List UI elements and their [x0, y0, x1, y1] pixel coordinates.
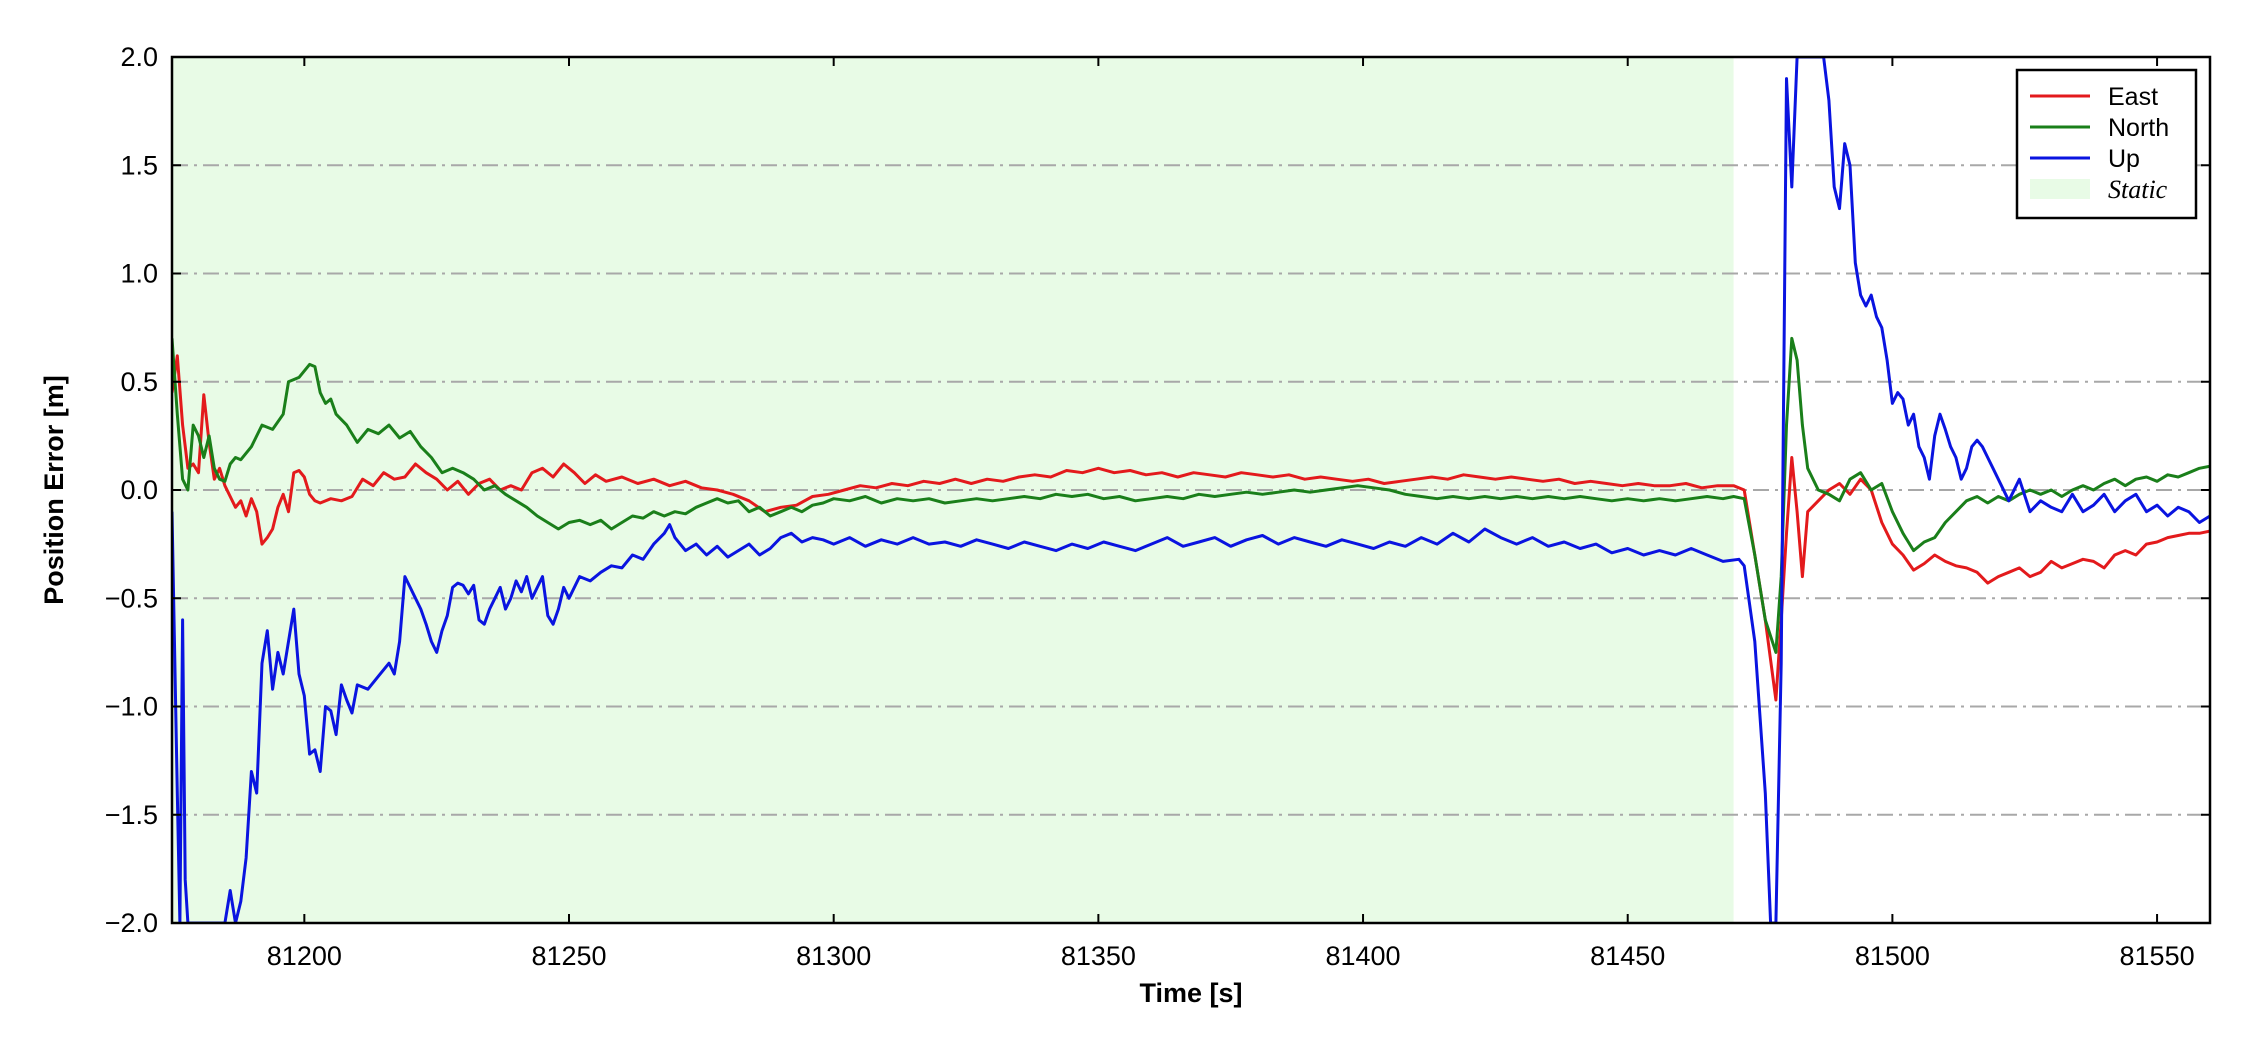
x-tick-label: 81350 [1061, 941, 1136, 971]
y-tick-label: −2.0 [105, 908, 158, 938]
x-tick-label: 81300 [796, 941, 871, 971]
legend-label-north: North [2108, 114, 2169, 142]
x-tick-label: 81200 [267, 941, 342, 971]
x-axis-ticks: 81200 81250 81300 81350 81400 81450 81500 81550 [267, 57, 2195, 971]
legend-label-up: Up [2108, 145, 2140, 173]
y-tick-label: 0.0 [120, 475, 158, 505]
y-axis-ticks: −2.0 −1.5 −1.0 −0.5 0.0 0.5 1.0 1.5 2.0 [105, 42, 2210, 938]
x-tick-label: 81550 [2120, 941, 2195, 971]
series-line-north [172, 336, 2210, 654]
y-axis-title: Position Error [m] [39, 375, 69, 605]
x-tick-label: 81250 [531, 941, 606, 971]
series-line-up [172, 57, 2210, 923]
y-tick-label: 1.0 [120, 259, 158, 289]
legend-swatch-static [2030, 179, 2090, 199]
series-line-east [172, 354, 2210, 702]
x-tick-label: 81400 [1325, 941, 1400, 971]
y-tick-label: 2.0 [120, 42, 158, 72]
x-tick-label: 81450 [1590, 941, 1665, 971]
y-tick-label: −1.0 [105, 692, 158, 722]
y-tick-label: −1.5 [105, 800, 158, 830]
y-tick-label: 0.5 [120, 367, 158, 397]
x-tick-label: 81500 [1855, 941, 1930, 971]
series-layer [172, 57, 2210, 923]
y-tick-label: −0.5 [105, 583, 158, 613]
legend-label-east: East [2108, 83, 2158, 111]
x-axis-title: Time [s] [1139, 978, 1242, 1008]
legend-label-static: Static [2108, 175, 2168, 204]
y-tick-label: 1.5 [120, 150, 158, 180]
